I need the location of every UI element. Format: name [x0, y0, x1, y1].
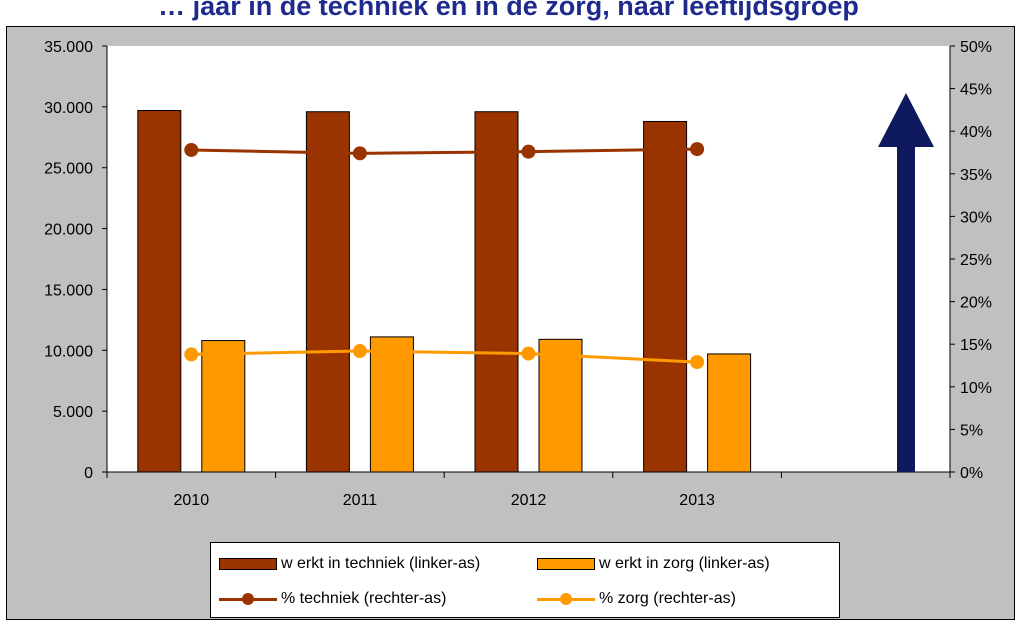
line-zorg-marker: [521, 346, 536, 361]
bar-zorg: [707, 353, 752, 473]
y-right-tick-label: 5%: [960, 422, 983, 439]
y-left-tick-label: 35.000: [44, 39, 93, 56]
bar-techniek: [137, 110, 182, 473]
x-tick-label: 2012: [511, 492, 547, 509]
line-zorg-marker: [184, 347, 199, 362]
line-zorg-marker: [352, 344, 367, 359]
y-right-tick-label: 15%: [960, 337, 992, 354]
legend-swatch-techniek-line: [219, 593, 277, 605]
y-left-tick-label: 30.000: [44, 100, 93, 117]
plot-area: [107, 46, 950, 472]
legend-item-zorg-bar: w erkt in zorg (linker-as): [537, 555, 770, 573]
legend-label: w erkt in techniek (linker-as): [281, 555, 481, 572]
y-left-tick-label: 20.000: [44, 222, 93, 239]
line-techniek-marker: [184, 142, 199, 157]
bar-techniek: [643, 120, 688, 473]
y-left-tick-label: 10.000: [44, 343, 93, 360]
y-right-tick-label: 35%: [960, 167, 992, 184]
line-techniek-marker: [690, 142, 705, 157]
bar-techniek: [474, 111, 519, 473]
legend-label: % zorg (rechter-as): [599, 590, 736, 607]
line-techniek: [191, 147, 698, 155]
y-left-tick-label: 15.000: [44, 282, 93, 299]
y-right-tick-label: 30%: [960, 209, 992, 226]
legend-label: % techniek (rechter-as): [281, 590, 447, 607]
chart-title: … jaar in de techniek en in de zorg, naa…: [158, 0, 859, 21]
y-right-tick-label: 0%: [960, 465, 983, 482]
line-techniek-marker: [521, 144, 536, 159]
line-techniek-marker: [352, 146, 367, 161]
line-zorg-marker: [690, 355, 705, 370]
x-tick-label: 2010: [174, 492, 210, 509]
y-right-tick-label: 50%: [960, 39, 992, 56]
legend-item-techniek-line: % techniek (rechter-as): [219, 590, 446, 608]
chart-legend: w erkt in techniek (linker-as) w erkt in…: [210, 542, 840, 618]
y-right-tick-label: 45%: [960, 82, 992, 99]
legend-swatch-zorg-bar: [537, 558, 595, 570]
legend-label: w erkt in zorg (linker-as): [599, 555, 770, 572]
legend-swatch-techniek-bar: [219, 558, 277, 570]
y-left-tick-label: 25.000: [44, 161, 93, 178]
legend-item-zorg-line: % zorg (rechter-as): [537, 590, 736, 608]
bar-techniek: [305, 111, 350, 473]
upward-arrow: [878, 93, 934, 472]
y-right-tick-label: 25%: [960, 252, 992, 269]
y-right-tick-label: 40%: [960, 124, 992, 141]
y-left-tick-label: 0: [84, 465, 93, 482]
y-right-tick-label: 20%: [960, 295, 992, 312]
line-zorg: [191, 349, 698, 364]
bar-zorg: [538, 338, 583, 473]
x-tick-label: 2011: [343, 492, 378, 509]
y-right-tick-label: 10%: [960, 380, 992, 397]
bar-zorg: [201, 340, 246, 473]
x-tick-label: 2013: [679, 492, 715, 509]
legend-item-techniek-bar: w erkt in techniek (linker-as): [219, 555, 480, 573]
bar-zorg: [369, 336, 414, 473]
legend-swatch-zorg-line: [537, 593, 595, 605]
y-left-tick-label: 5.000: [53, 404, 93, 421]
